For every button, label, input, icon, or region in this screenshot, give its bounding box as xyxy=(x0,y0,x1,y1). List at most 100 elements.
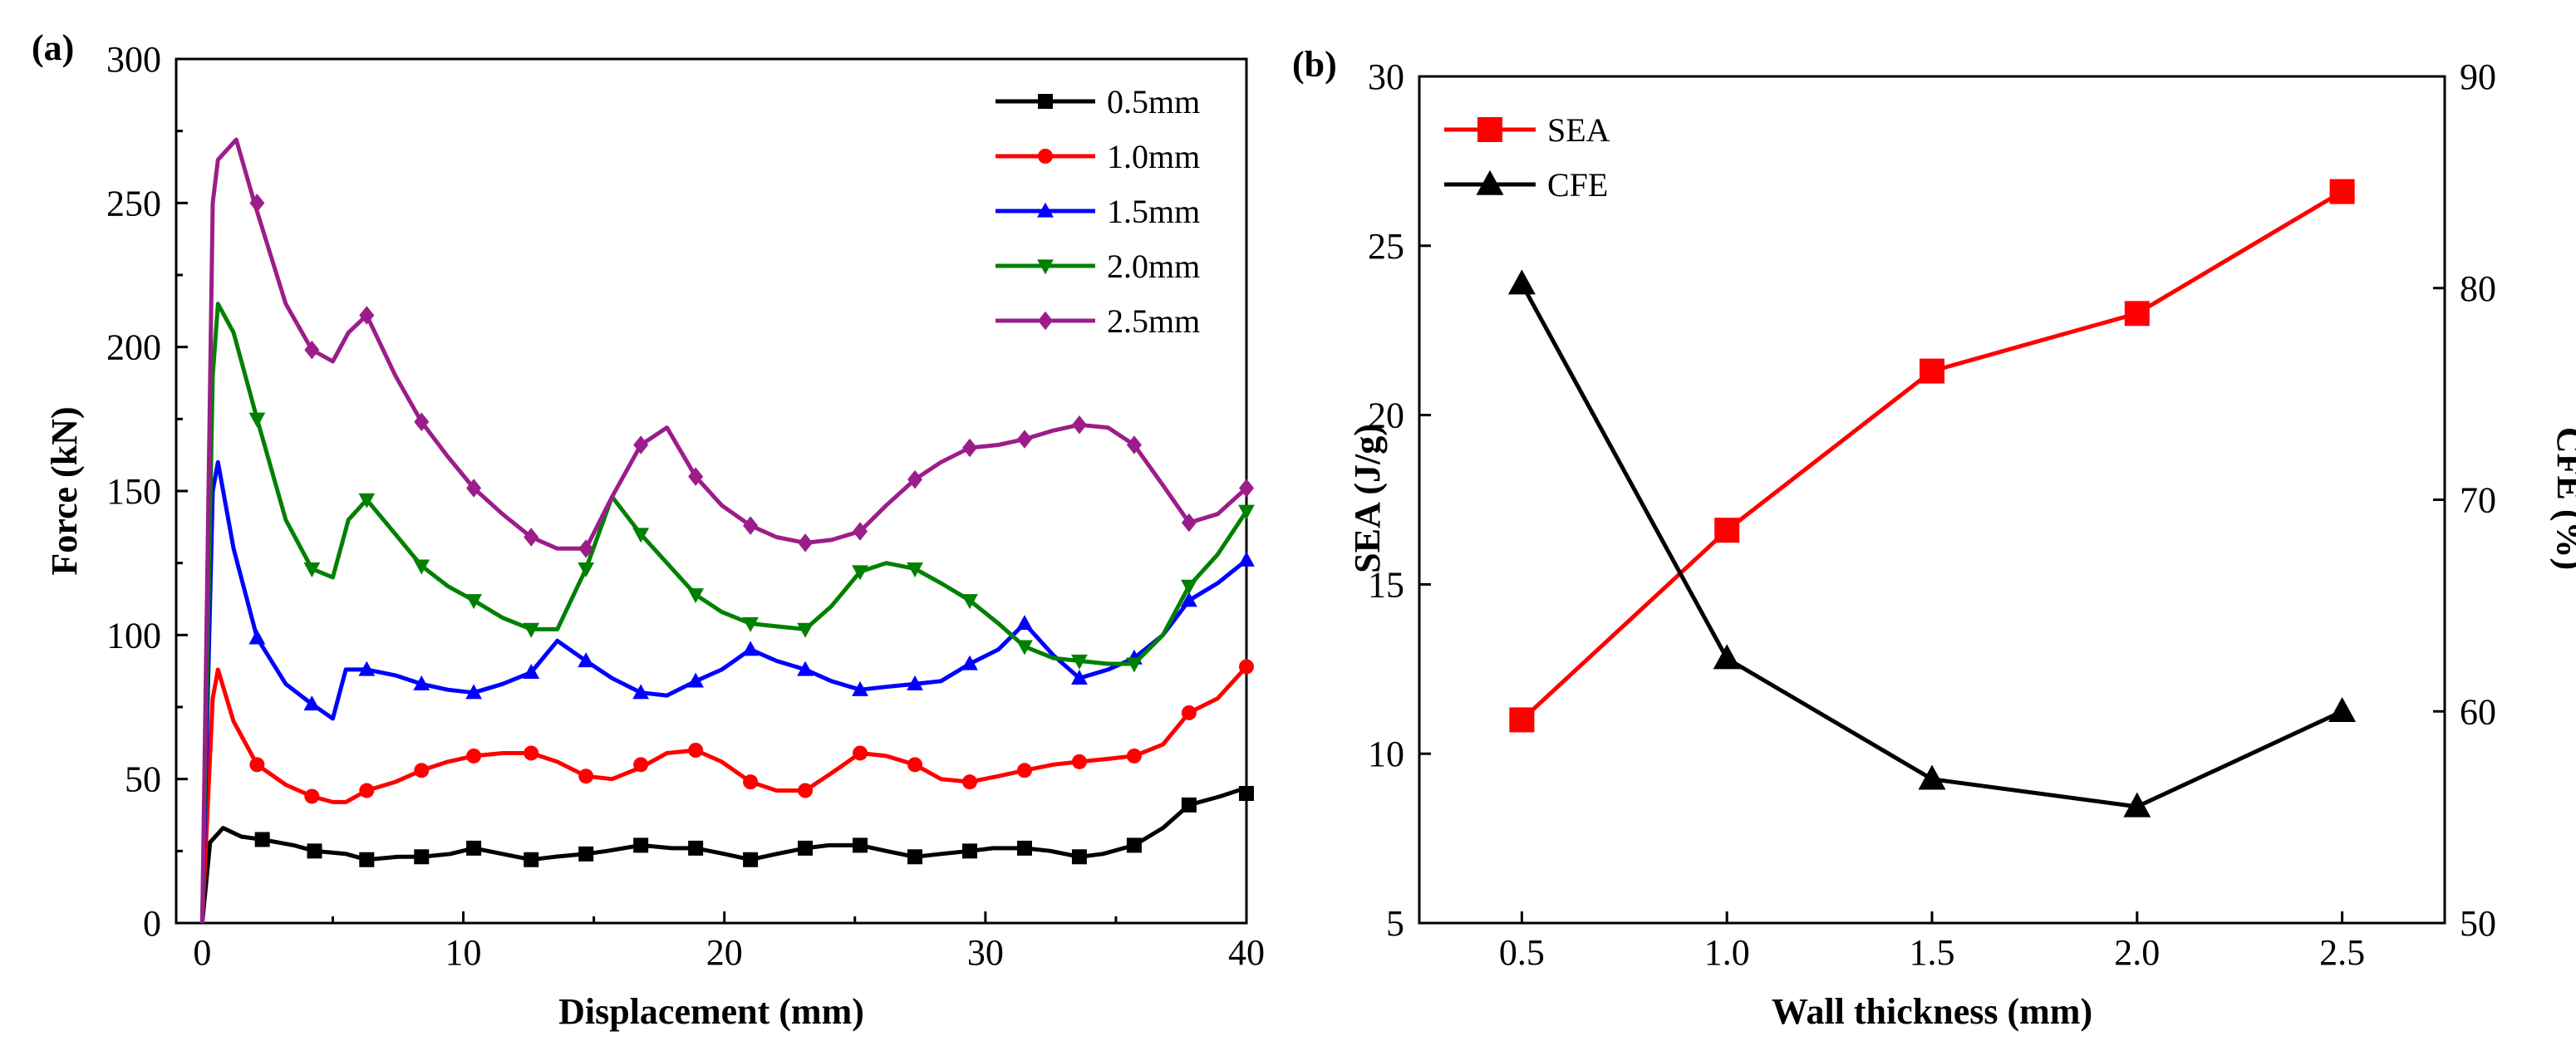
series-line-sea xyxy=(1520,189,2343,722)
data-point-1_0mm xyxy=(359,783,375,798)
y-right-tick-label: 70 xyxy=(2460,480,2496,521)
data-point-sea xyxy=(1509,707,1535,733)
data-point-2_5mm xyxy=(1181,513,1197,533)
data-point-2_5mm xyxy=(1126,435,1142,454)
panel-a-label: (a) xyxy=(32,27,74,68)
data-point-0_5mm xyxy=(743,852,759,867)
data-point-cfe xyxy=(1713,644,1741,670)
legend-marker xyxy=(1476,169,1504,195)
series-line-0_5mm xyxy=(199,785,1247,924)
data-point-2_5mm xyxy=(304,340,320,360)
y-tick-label: 300 xyxy=(106,39,161,80)
data-point-0_5mm xyxy=(1016,840,1032,856)
data-point-2_5mm xyxy=(743,516,759,535)
panel-b-left-y-axis-title: SEA (J/g) xyxy=(1347,424,1388,573)
data-point-1_0mm xyxy=(249,757,265,773)
y-tick-label: 250 xyxy=(106,183,161,223)
legend-label: CFE xyxy=(1547,166,1608,204)
data-point-2_0mm xyxy=(687,588,705,604)
data-point-cfe xyxy=(2123,792,2151,818)
panel-a-x-axis-title: Displacement (mm) xyxy=(558,991,864,1032)
x-tick-label: 0 xyxy=(193,932,211,973)
legend-label: SEA xyxy=(1547,111,1610,149)
data-point-1_5mm xyxy=(687,672,705,688)
data-point-1_0mm xyxy=(466,748,482,764)
data-point-0_5mm xyxy=(907,849,923,865)
data-point-1_5mm xyxy=(303,695,321,711)
data-point-0_5mm xyxy=(307,843,322,859)
legend-label: 2.5mm xyxy=(1107,302,1200,340)
data-point-1_5mm xyxy=(742,641,760,656)
data-point-2_5mm xyxy=(853,522,868,541)
data-point-2_5mm xyxy=(359,306,375,325)
legend-marker xyxy=(1477,117,1502,142)
series-line-2_0mm xyxy=(199,302,1249,924)
data-point-1_0mm xyxy=(1016,763,1032,778)
data-point-2_0mm xyxy=(248,412,266,428)
y-right-tick-label: 50 xyxy=(2460,903,2496,944)
y-tick-label: 5 xyxy=(1386,903,1404,944)
data-point-2_0mm xyxy=(632,528,650,543)
data-point-1_0mm xyxy=(1239,659,1254,675)
legend-label: 1.0mm xyxy=(1107,138,1200,175)
legend-marker xyxy=(1038,311,1053,331)
data-point-sea xyxy=(1920,358,1944,384)
panel-a-legend: 0.5mm 1.0mm 1.5mm 2.0mm 2.5mm xyxy=(995,83,1200,340)
data-point-2_5mm xyxy=(962,438,978,458)
data-point-1_5mm xyxy=(358,661,376,676)
legend-label: 1.5mm xyxy=(1107,193,1200,230)
x-tick-label: 1.0 xyxy=(1704,932,1750,973)
data-point-1_0mm xyxy=(962,774,978,790)
data-point-1_5mm xyxy=(1071,669,1088,685)
data-point-1_5mm xyxy=(1180,592,1197,607)
data-point-2_0mm xyxy=(1071,654,1088,670)
data-point-1_0mm xyxy=(688,743,704,758)
legend-label: 0.5mm xyxy=(1107,83,1200,120)
data-point-2_0mm xyxy=(1180,579,1197,595)
legend-label: 2.0mm xyxy=(1107,248,1200,285)
y-tick-label: 200 xyxy=(106,327,161,368)
x-tick-label: 2.5 xyxy=(2319,932,2365,973)
data-point-1_5mm xyxy=(1016,615,1033,631)
data-point-0_5mm xyxy=(414,849,430,865)
data-point-1_5mm xyxy=(413,675,430,690)
data-point-sea xyxy=(2124,301,2150,327)
data-point-2_0mm xyxy=(303,562,321,577)
data-point-0_5mm xyxy=(359,852,375,867)
legend-marker xyxy=(1038,149,1053,164)
data-point-1_5mm xyxy=(1238,551,1255,567)
y-tick-label: 15 xyxy=(1368,564,1404,605)
data-point-1_0mm xyxy=(798,783,814,798)
data-point-2_0mm xyxy=(1016,640,1033,656)
data-point-1_0mm xyxy=(1126,748,1142,764)
y-tick-label: 100 xyxy=(106,615,161,656)
y-tick-label: 0 xyxy=(143,903,161,944)
data-point-2_5mm xyxy=(1071,415,1087,435)
legend-marker xyxy=(1037,202,1054,218)
data-point-2_5mm xyxy=(249,194,265,213)
legend-marker xyxy=(1038,94,1053,109)
data-point-0_5mm xyxy=(633,837,649,853)
data-point-2_0mm xyxy=(742,616,760,632)
data-point-cfe xyxy=(1507,269,1536,295)
y-right-tick-label: 90 xyxy=(2460,56,2496,97)
data-point-2_5mm xyxy=(466,479,482,498)
data-point-1_0mm xyxy=(578,769,594,784)
data-point-1_0mm xyxy=(304,788,320,804)
data-point-1_0mm xyxy=(907,757,923,773)
data-point-0_5mm xyxy=(688,840,704,856)
data-point-1_0mm xyxy=(633,757,649,773)
panel-a: (a) 0 10 20 30 40 0 50 100 150 200 250 300 Displace… xyxy=(32,27,1265,1032)
x-tick-label: 40 xyxy=(1228,932,1265,973)
panel-b-label: (b) xyxy=(1292,44,1337,85)
data-point-2_5mm xyxy=(798,533,814,552)
data-point-0_5mm xyxy=(254,832,270,847)
data-point-2_0mm xyxy=(852,565,868,581)
data-point-1_0mm xyxy=(853,745,868,761)
data-point-sea xyxy=(2329,179,2355,204)
series-line-1_0mm xyxy=(199,665,1248,924)
data-point-0_5mm xyxy=(798,840,814,856)
y-tick-label: 25 xyxy=(1368,226,1404,267)
data-point-1_0mm xyxy=(1071,754,1087,769)
panel-b-right-y-axis-title: CFE (%) xyxy=(2549,427,2576,570)
